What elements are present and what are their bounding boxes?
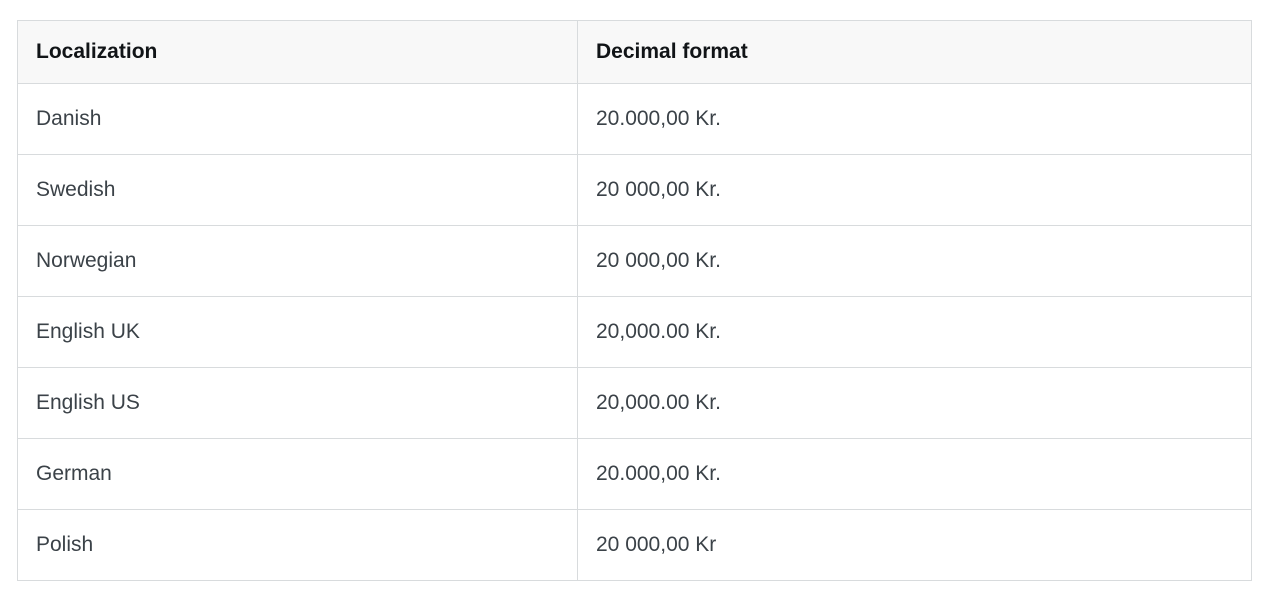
decimal-format-cell: 20.000,00 Kr. [577,83,1252,155]
table-row: Danish 20.000,00 Kr. [17,83,1252,155]
table-row: Norwegian 20 000,00 Kr. [17,225,1252,297]
localization-cell: Danish [17,83,578,155]
decimal-format-cell: 20 000,00 Kr [577,509,1252,581]
table-row: German 20.000,00 Kr. [17,438,1252,510]
table-row: English US 20,000.00 Kr. [17,367,1252,439]
decimal-format-cell: 20,000.00 Kr. [577,367,1252,439]
localization-decimal-format-table: Localization Decimal format Danish 20.00… [17,20,1252,581]
table-header-decimal-format: Decimal format [577,20,1252,84]
localization-cell: Norwegian [17,225,578,297]
decimal-format-cell: 20 000,00 Kr. [577,225,1252,297]
localization-cell: English UK [17,296,578,368]
decimal-format-cell: 20.000,00 Kr. [577,438,1252,510]
table-header-row: Localization Decimal format [17,20,1252,84]
localization-table-container: Localization Decimal format Danish 20.00… [17,20,1252,581]
table-row: Polish 20 000,00 Kr [17,509,1252,581]
table-header-localization: Localization [17,20,578,84]
decimal-format-cell: 20 000,00 Kr. [577,154,1252,226]
decimal-format-cell: 20,000.00 Kr. [577,296,1252,368]
table-row: Swedish 20 000,00 Kr. [17,154,1252,226]
localization-cell: German [17,438,578,510]
localization-cell: Polish [17,509,578,581]
localization-cell: Swedish [17,154,578,226]
table-row: English UK 20,000.00 Kr. [17,296,1252,368]
localization-cell: English US [17,367,578,439]
